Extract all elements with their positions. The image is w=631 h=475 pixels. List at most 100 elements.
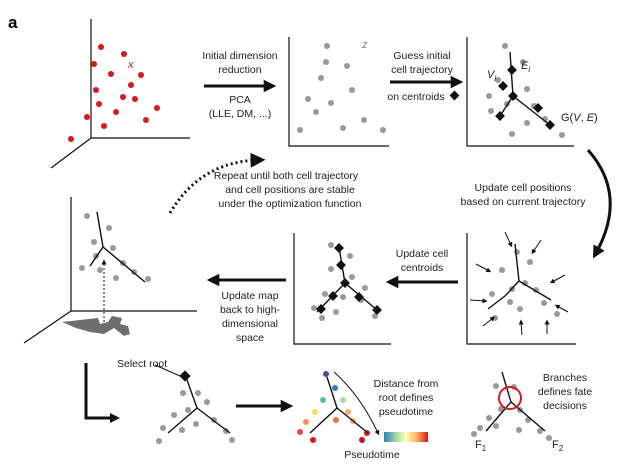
pseudotime-point [333, 417, 339, 423]
red-cell-point [138, 72, 144, 78]
step-update-positions-2: based on current trajectory [461, 196, 587, 208]
cell-point [499, 267, 505, 273]
position-update-arrow [518, 319, 524, 336]
cell-point [229, 437, 235, 443]
step-initial-reduction-1: Initial dimension [202, 50, 277, 62]
cell-point [333, 309, 339, 315]
pseudotime-point [320, 397, 326, 403]
red-cell-point [98, 44, 104, 50]
cell-point [347, 253, 353, 259]
panel-initial-trajectory: Vi Ei G(V, E) [466, 37, 598, 147]
cell-point [522, 280, 528, 286]
step-update-map-1: Update map [221, 290, 278, 302]
red-cell-point [113, 109, 119, 115]
cell-point [537, 428, 543, 434]
cell-point [328, 242, 334, 248]
cell-point [313, 109, 319, 115]
step-update-map-4: space [236, 332, 264, 344]
panel-select-root [156, 370, 235, 444]
pseudotime-point [323, 371, 329, 377]
step-update-centroids-1: Update cell [396, 248, 449, 260]
red-cell-point [93, 87, 99, 93]
cell-point [527, 259, 533, 265]
cell-point [372, 313, 378, 319]
cell-point [517, 306, 523, 312]
cell-point [546, 435, 552, 441]
cell-point [318, 75, 324, 81]
z-mark: z [361, 39, 368, 51]
centroid-diamond [507, 65, 517, 75]
cell-point [113, 275, 119, 281]
centroid-diamond [545, 120, 555, 130]
centroid-diamond [340, 278, 350, 288]
cell-point [180, 390, 186, 396]
position-update-arrow [549, 274, 566, 284]
cell-point [323, 59, 329, 65]
cell-point [311, 305, 317, 311]
step-select-root: Select root [117, 358, 167, 370]
cell-point [106, 225, 112, 231]
step-repeat-3: under the optimization function [218, 198, 361, 210]
cell-point [84, 213, 90, 219]
cell-point [495, 77, 501, 83]
cell-point [524, 86, 530, 92]
cell-point [344, 63, 350, 69]
position-update-arrow [475, 263, 492, 273]
v-label: Vi [487, 69, 496, 83]
red-cell-point [108, 71, 114, 77]
cell-point [498, 406, 504, 412]
red-cell-point [96, 101, 102, 107]
cell-point [541, 300, 547, 306]
cell-point [471, 431, 477, 437]
projection-shadow [62, 316, 130, 336]
cell-point [520, 59, 526, 65]
cell-point [486, 93, 492, 99]
red-cell-point [154, 105, 160, 111]
cell-point [489, 291, 495, 297]
cell-point [97, 267, 103, 273]
red-cell-point [101, 123, 107, 129]
centroid-diamond [495, 111, 505, 121]
cell-point [91, 239, 97, 245]
panel-branches: F1 F2 [471, 371, 564, 453]
cell-point [79, 265, 85, 271]
cell-point [179, 427, 185, 433]
pseudotime-point [303, 419, 309, 425]
cell-point [297, 127, 303, 133]
pseudotime-point [340, 397, 346, 403]
red-cell-point [143, 117, 149, 123]
cell-point [322, 291, 328, 297]
centroid-diamond [336, 260, 346, 270]
pseudotime-point [345, 409, 351, 415]
step-guess-1: Guess initial [393, 50, 450, 62]
pseudotime-colorbar [384, 432, 428, 442]
x-mark: x [127, 59, 134, 71]
step-guess-2: cell trajectory [391, 64, 454, 76]
arrow-repeat [168, 152, 266, 214]
cell-point [340, 125, 346, 131]
pseudotime-point [312, 409, 318, 415]
cell-point [554, 311, 560, 317]
cell-point [204, 399, 210, 405]
step-distance-1: Distance from [374, 378, 439, 390]
step-update-map-2: back to high- [220, 304, 281, 316]
red-cell-point [120, 94, 126, 100]
pseudotime-point [332, 385, 338, 391]
graph-label: G(V, E) [561, 112, 598, 124]
red-cell-point [68, 136, 74, 142]
step-repeat-2: and cell positions are stable [225, 184, 355, 196]
cell-point [493, 383, 499, 389]
cell-point [349, 274, 355, 280]
cell-point [361, 117, 367, 123]
position-update-arrow [554, 304, 569, 313]
step-branches-1: Branches [543, 372, 587, 384]
position-update-arrow [504, 231, 513, 248]
cell-point [516, 427, 522, 433]
centroid-diamond [354, 292, 364, 302]
step-branches-2: defines fate [538, 386, 592, 398]
position-update-arrow [531, 239, 542, 255]
position-update-arrow [482, 316, 495, 327]
arrow-update-positions [586, 149, 612, 259]
branch-point-circle [498, 386, 522, 410]
